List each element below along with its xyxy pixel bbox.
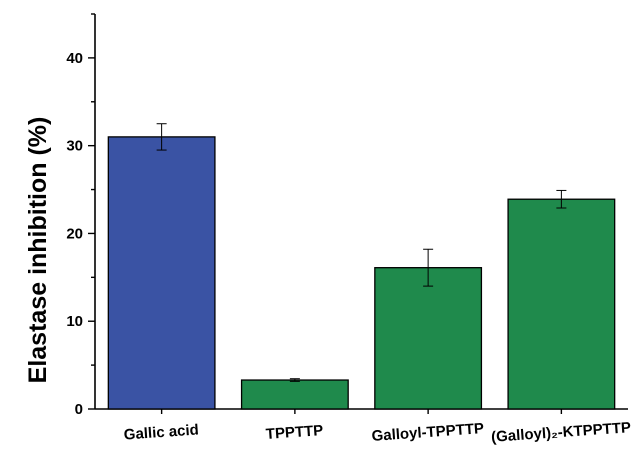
y-axis-label: Elastase inhibition (%) <box>24 117 52 384</box>
y-tick-label: 10 <box>66 313 83 330</box>
bar <box>240 379 349 410</box>
x-tick-label: Gallic acid <box>123 421 199 443</box>
y-tick-label: 0 <box>75 401 83 418</box>
y-tick-label: 30 <box>66 138 83 155</box>
y-tick-label: 20 <box>66 225 83 242</box>
x-tick-label: (Galloyl)₂-KTPPTTP <box>491 419 632 446</box>
plot-area: 0 10 20 30 40 Gallic acid TPPTTP Galloyl-TPPTTP… <box>66 13 632 446</box>
bar <box>507 198 616 410</box>
y-tick-label: 40 <box>66 50 83 67</box>
bar <box>107 136 216 410</box>
bar <box>374 267 483 410</box>
x-tick-label: Galloyl-TPPTTP <box>371 420 484 445</box>
x-tick-label: TPPTTP <box>265 422 324 443</box>
